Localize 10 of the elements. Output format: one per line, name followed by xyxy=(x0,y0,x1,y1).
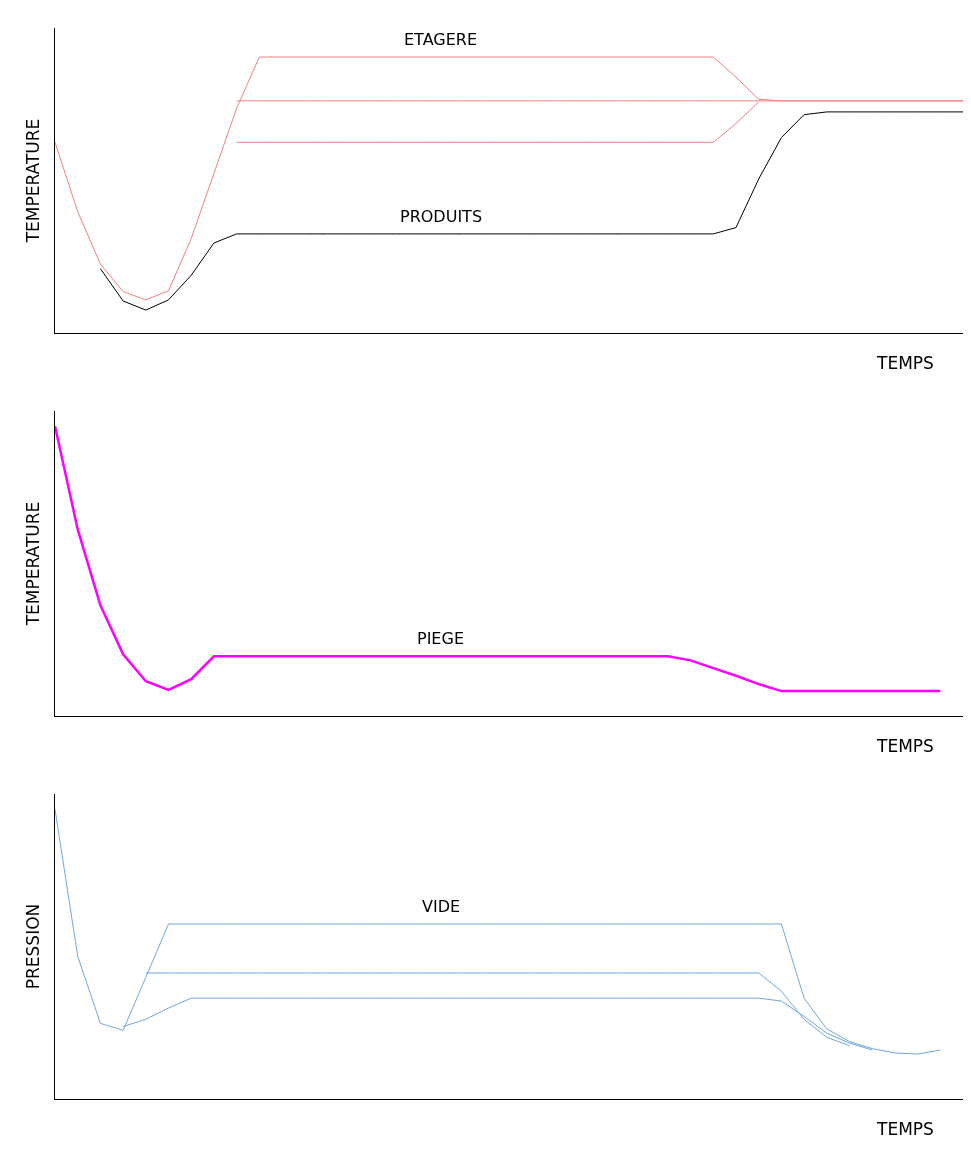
y-axis-title: PRESSION xyxy=(22,903,43,990)
y-axis-title: TEMPERATURE xyxy=(22,118,43,244)
x-axis-title: TEMPS xyxy=(876,353,934,373)
x-axis-title: TEMPS xyxy=(876,1119,934,1139)
x-axis-title: TEMPS xyxy=(876,736,934,756)
y-axis-title: TEMPERATURE xyxy=(22,501,43,627)
series-label: ETAGERE xyxy=(404,30,478,49)
series-label: PRODUITS xyxy=(400,207,483,226)
series-label: PIEGE xyxy=(417,629,464,648)
series-label: VIDE xyxy=(422,897,461,916)
